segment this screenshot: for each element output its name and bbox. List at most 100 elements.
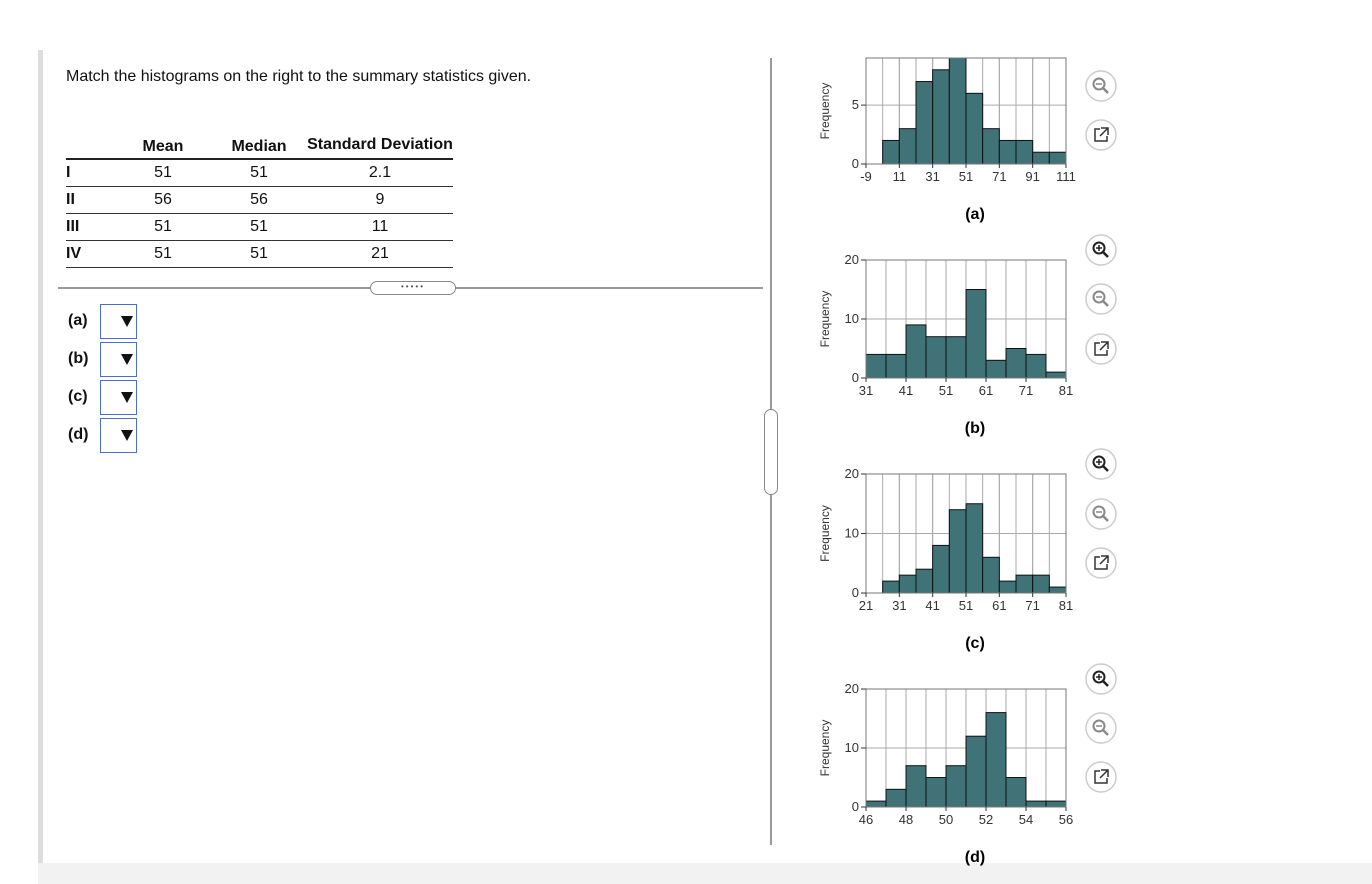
- x-tick-label: 56: [1059, 812, 1073, 827]
- zoom-out-button[interactable]: [1085, 283, 1117, 315]
- bar: [945, 765, 967, 808]
- icon-part: [1102, 515, 1109, 522]
- left-edge: [38, 50, 43, 870]
- open-external-button[interactable]: [1085, 547, 1117, 579]
- bar: [948, 57, 967, 165]
- zoom-in-button[interactable]: [1085, 663, 1117, 695]
- zoom-out-button[interactable]: [1085, 498, 1117, 530]
- table-row: IV 51 51 21: [66, 240, 453, 268]
- v-divider-handle[interactable]: [764, 409, 778, 495]
- icon-part: [1092, 505, 1106, 519]
- zoom-in-button[interactable]: [1085, 448, 1117, 480]
- icon-part: [1094, 341, 1109, 356]
- y-tick-label: 0: [852, 799, 859, 814]
- icon-part: [1092, 241, 1106, 255]
- dropdown[interactable]: [100, 342, 137, 377]
- y-axis-label: Frequency: [818, 720, 832, 777]
- x-tick-label: 71: [992, 169, 1006, 184]
- instruction: Match the histograms on the right to the…: [66, 68, 532, 85]
- answer-label: (a): [68, 312, 88, 329]
- bar: [1025, 353, 1047, 379]
- dropdown[interactable]: [100, 304, 137, 339]
- y-tick-label: 5: [852, 97, 859, 112]
- icon-part: [1085, 70, 1117, 102]
- bar: [998, 139, 1017, 165]
- icon-part: [1092, 455, 1106, 469]
- x-tick-label: 11: [893, 169, 907, 184]
- open-external-button[interactable]: [1085, 119, 1117, 151]
- corner: [66, 108, 115, 160]
- x-tick-label: 61: [979, 383, 993, 398]
- chart-caption: (a): [965, 206, 985, 223]
- row-label: I: [66, 159, 115, 187]
- bar: [1032, 574, 1050, 594]
- footer-band: [38, 863, 1372, 884]
- x-tick-label: 71: [1025, 598, 1039, 613]
- cell: 51: [115, 240, 211, 268]
- bar: [905, 765, 927, 808]
- bar: [882, 139, 900, 165]
- open-external-button[interactable]: [1085, 333, 1117, 365]
- bar: [865, 353, 887, 379]
- bar: [1045, 371, 1067, 379]
- cell: 56: [115, 186, 211, 214]
- table-row: III 51 51 11: [66, 213, 453, 241]
- icon-part: [1092, 77, 1106, 91]
- x-tick-label: 54: [1019, 812, 1033, 827]
- x-tick-label: 61: [992, 598, 1006, 613]
- icon-part: [1085, 448, 1117, 480]
- bar: [948, 509, 967, 594]
- bar: [925, 777, 947, 808]
- x-tick-label: 71: [1019, 383, 1033, 398]
- zoom-in-button[interactable]: [1085, 234, 1117, 266]
- row-label: IV: [66, 240, 115, 268]
- h-divider-handle[interactable]: •••••: [370, 281, 456, 295]
- x-tick-label: 51: [959, 598, 973, 613]
- open-external-button[interactable]: [1085, 761, 1117, 793]
- y-tick-label: 0: [852, 156, 859, 171]
- dropdown[interactable]: [100, 380, 137, 415]
- x-tick-label: 81: [1059, 383, 1073, 398]
- x-tick-label: 21: [859, 598, 873, 613]
- icon-part: [1094, 769, 1109, 784]
- bar: [965, 735, 987, 808]
- bar: [1032, 151, 1050, 165]
- x-tick-label: 81: [1059, 598, 1073, 613]
- y-tick-label: 10: [845, 740, 859, 755]
- x-tick-label: 51: [939, 383, 953, 398]
- bar: [1025, 800, 1047, 808]
- bar: [965, 503, 984, 594]
- bar: [885, 788, 907, 808]
- x-tick-label: 50: [939, 812, 953, 827]
- icon-part: [1085, 283, 1117, 315]
- icon-part: [1102, 251, 1109, 258]
- x-tick-label: 31: [859, 383, 873, 398]
- icon-part: [1102, 729, 1109, 736]
- x-tick-label: 91: [1025, 169, 1039, 184]
- y-tick-label: 0: [852, 370, 859, 385]
- y-tick-label: 10: [845, 526, 859, 541]
- bar: [982, 128, 1000, 165]
- zoom-out-button[interactable]: [1085, 70, 1117, 102]
- cell: 21: [307, 240, 453, 268]
- bar: [1045, 800, 1067, 808]
- bar: [965, 289, 987, 379]
- bar: [1048, 151, 1067, 165]
- y-tick-label: 20: [845, 466, 859, 481]
- x-tick-label: 48: [899, 812, 913, 827]
- chart-caption: (c): [965, 635, 985, 652]
- bar: [932, 69, 950, 165]
- chart-caption: (b): [965, 420, 985, 437]
- x-tick-label: 41: [899, 383, 913, 398]
- icon-part: [1094, 555, 1109, 570]
- bar: [915, 568, 934, 594]
- x-tick-label: 111: [1056, 169, 1076, 184]
- y-tick-label: 20: [845, 252, 859, 267]
- answer-label: (c): [68, 388, 88, 405]
- answer-label: (b): [68, 350, 89, 367]
- icon-part: [1102, 465, 1109, 472]
- zoom-out-button[interactable]: [1085, 712, 1117, 744]
- icon-part: [1092, 290, 1106, 304]
- dropdown[interactable]: [100, 418, 137, 453]
